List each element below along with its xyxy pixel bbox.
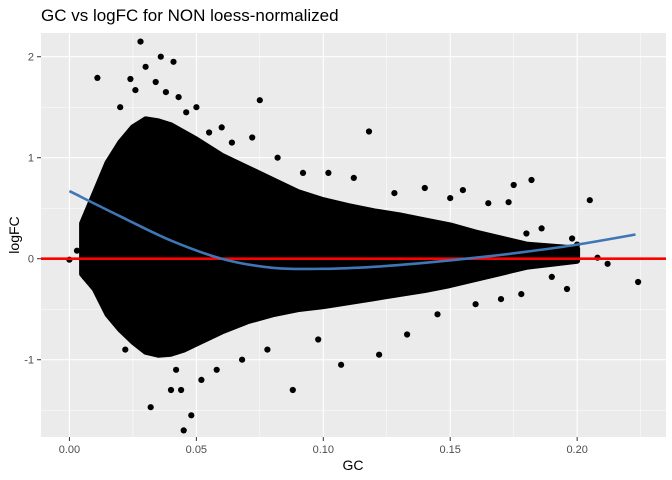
data-point	[193, 104, 200, 111]
data-point	[447, 195, 454, 202]
data-point	[228, 139, 235, 146]
data-point	[315, 336, 322, 343]
data-point	[274, 154, 281, 161]
data-point	[569, 235, 576, 242]
dense-point-region	[79, 116, 581, 358]
data-point	[472, 301, 479, 308]
data-point	[505, 199, 512, 206]
loess-smooth-line	[68, 189, 636, 271]
data-point	[127, 75, 134, 83]
y-tick-label: -1	[24, 355, 34, 367]
data-point	[167, 386, 175, 394]
x-axis-label: GC	[343, 457, 364, 473]
data-point	[635, 278, 642, 286]
y-tick-label: 1	[28, 153, 34, 165]
data-point	[132, 87, 139, 94]
data-point	[350, 174, 357, 181]
data-point	[518, 291, 525, 298]
y-tick-label: 2	[28, 52, 34, 64]
x-tick-label: 0.00	[59, 444, 80, 456]
x-tick-label: 0.10	[313, 444, 334, 456]
data-point	[404, 331, 411, 338]
y-axis-ticks: -1 0 1 2	[24, 52, 41, 367]
data-point	[122, 346, 129, 353]
data-point	[523, 230, 530, 237]
data-point	[365, 128, 373, 135]
data-point	[421, 184, 428, 192]
data-point	[99, 184, 106, 192]
data-point	[510, 181, 517, 189]
data-point	[459, 187, 466, 194]
x-tick-label: 0.15	[440, 444, 461, 456]
data-point	[325, 169, 332, 176]
data-point	[485, 200, 492, 207]
x-axis-ticks: 0.00 0.05 0.10 0.15 0.20	[59, 437, 588, 456]
data-point	[264, 346, 271, 353]
data-point	[299, 169, 307, 176]
chart-title: GC vs logFC for NON loess-normalized	[41, 6, 339, 25]
data-point	[206, 129, 213, 136]
data-point	[188, 412, 195, 419]
data-point	[175, 94, 182, 101]
data-point	[147, 404, 154, 411]
data-point	[391, 190, 398, 197]
data-point	[528, 176, 535, 184]
data-point	[142, 63, 149, 70]
y-tick-label: 0	[28, 254, 34, 266]
data-point	[198, 376, 205, 383]
data-point	[256, 97, 263, 104]
fit-lines	[41, 189, 666, 271]
data-point	[152, 78, 159, 86]
data-point	[183, 109, 190, 116]
data-point	[338, 361, 345, 368]
data-point	[497, 296, 505, 303]
data-point	[112, 316, 119, 323]
data-point	[94, 74, 101, 81]
data-point	[376, 351, 383, 358]
y-axis-label: logFC	[6, 216, 22, 253]
data-point	[538, 225, 545, 232]
data-point	[73, 247, 81, 254]
data-points	[66, 38, 642, 434]
data-point	[586, 197, 593, 204]
data-point	[137, 38, 144, 45]
data-point	[104, 200, 111, 207]
data-point	[173, 366, 180, 373]
data-point	[157, 53, 164, 60]
data-point	[563, 285, 571, 293]
x-tick-label: 0.05	[186, 444, 207, 456]
data-point	[162, 89, 169, 96]
x-tick-label: 0.20	[566, 444, 587, 456]
data-point	[170, 58, 177, 65]
data-point	[178, 386, 185, 394]
data-point	[117, 104, 124, 111]
data-point	[289, 386, 296, 394]
data-point	[434, 311, 441, 318]
data-point	[86, 229, 93, 236]
data-point	[556, 250, 563, 257]
data-point	[81, 273, 88, 280]
data-point	[548, 273, 555, 280]
data-point	[218, 124, 225, 131]
data-point	[249, 134, 256, 141]
data-point	[213, 366, 220, 373]
data-point	[239, 356, 246, 363]
data-point	[604, 260, 611, 267]
point-cloud	[79, 116, 581, 358]
data-point	[180, 427, 187, 434]
